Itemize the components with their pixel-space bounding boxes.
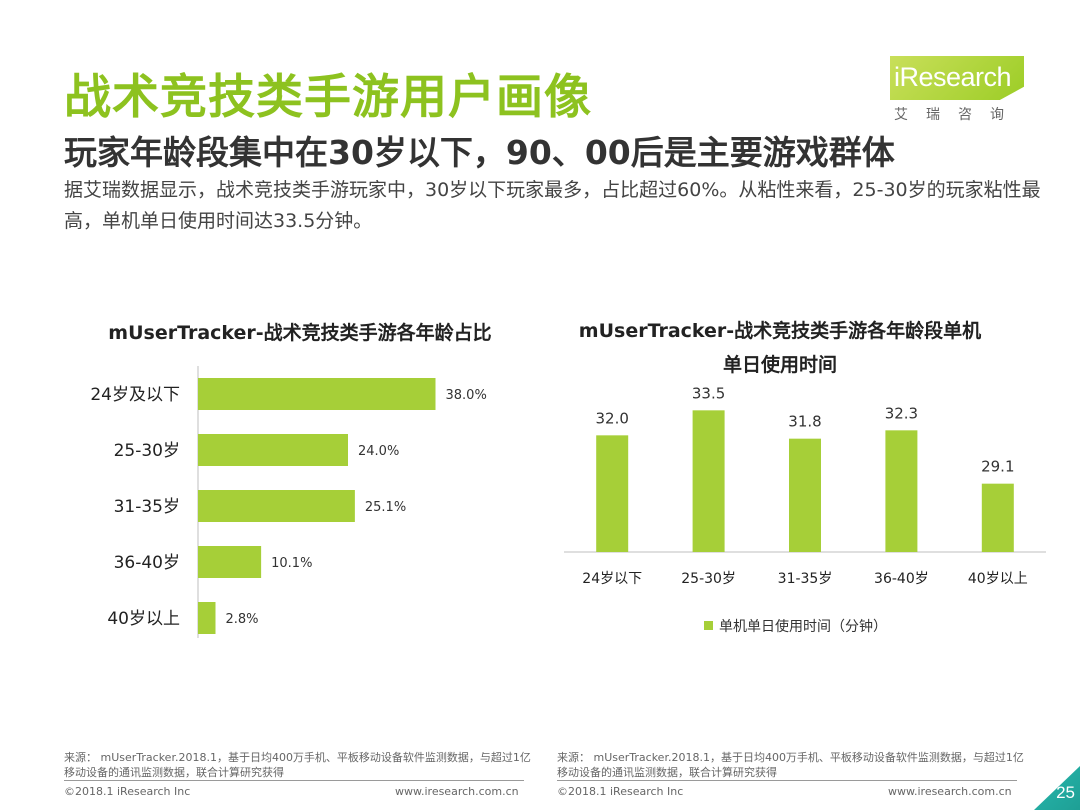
right-chart-title-line1: mUserTracker-战术竞技类手游各年龄段单机 (578, 320, 982, 342)
footer-divider-right (557, 780, 1017, 781)
left-chart-value-label: 10.1% (271, 556, 312, 571)
left-chart-value-label: 2.8% (226, 612, 259, 627)
legend-label: 单机单日使用时间（分钟） (719, 619, 887, 635)
page-description: 据艾瑞数据显示，战术竞技类手游玩家中，30岁以下玩家最多，占比超过60%。从粘性… (64, 179, 1041, 232)
right-chart-value-label: 29.1 (981, 458, 1014, 476)
left-chart-category-label: 25-30岁 (114, 441, 180, 461)
right-chart-category-label: 36-40岁 (874, 571, 929, 587)
logo-badge (890, 56, 1024, 100)
right-chart-value-label: 32.0 (595, 409, 628, 427)
right-chart-bar (596, 435, 629, 552)
right-chart-category-label: 40岁以上 (968, 571, 1028, 587)
footer-copyright-right: ©2018.1 iResearch Inc (557, 785, 684, 798)
left-chart: 24岁及以下 38.0% 25-30岁 24.0% 31-35岁 25.1% 36-40岁 1… (90, 366, 487, 638)
left-chart-category-label: 40岁以上 (107, 609, 180, 629)
logo-text: iResearch (894, 62, 1012, 92)
left-chart-title: mUserTracker-战术竞技类手游各年龄占比 (108, 322, 492, 344)
left-chart-category-label: 24岁及以下 (90, 385, 180, 405)
right-chart-value-label: 32.3 (885, 404, 918, 422)
right-chart-title-line2: 单日使用时间 (722, 354, 837, 376)
right-chart-bar (789, 438, 821, 552)
footer-url-right[interactable]: www.iresearch.com.cn (888, 785, 1012, 798)
left-chart-bar (198, 602, 216, 634)
footer-copyright-left: ©2018.1 iResearch Inc (64, 785, 191, 798)
left-chart-bar (198, 490, 355, 522)
left-chart-bar (198, 546, 262, 578)
page-number: 25 (1056, 783, 1075, 802)
right-chart: 32.0 24岁以下 33.5 25-30岁 31.8 31-35岁 32.3 36-40岁 2… (564, 384, 1046, 587)
right-chart-value-label: 33.5 (692, 384, 725, 402)
left-chart-category-label: 31-35岁 (114, 497, 180, 517)
left-chart-category-label: 36-40岁 (114, 553, 180, 573)
legend-swatch (704, 621, 713, 630)
left-chart-value-label: 38.0% (446, 388, 487, 403)
left-chart-bar (198, 434, 348, 466)
right-chart-category-label: 24岁以下 (582, 571, 642, 587)
left-chart-bar (198, 378, 436, 410)
iresearch-logo: iResearch 艾瑞咨询 (890, 56, 1030, 126)
footer-divider-left (64, 780, 524, 781)
logo-subtext: 艾瑞咨询 (894, 107, 1022, 123)
right-chart-category-label: 25-30岁 (681, 571, 736, 587)
page-title: 战术竞技类手游用户画像 (64, 70, 592, 125)
footer-source-right: 来源： mUserTracker.2018.1，基于日均400万手机、平板移动设… (557, 751, 1024, 779)
left-chart-value-label: 24.0% (358, 444, 399, 459)
footer-source-left: 来源： mUserTracker.2018.1，基于日均400万手机、平板移动设… (64, 751, 531, 779)
right-chart-bar (885, 430, 918, 552)
right-chart-bar (692, 410, 725, 552)
right-chart-category-label: 31-35岁 (778, 571, 833, 587)
right-chart-value-label: 31.8 (788, 413, 821, 431)
right-chart-legend: 单机单日使用时间（分钟） (704, 616, 887, 636)
left-chart-value-label: 25.1% (365, 500, 406, 515)
footer-url-left[interactable]: www.iresearch.com.cn (395, 785, 519, 798)
page-subtitle: 玩家年龄段集中在30岁以下，90、00后是主要游戏群体 (64, 133, 895, 172)
right-chart-bar (981, 483, 1014, 552)
